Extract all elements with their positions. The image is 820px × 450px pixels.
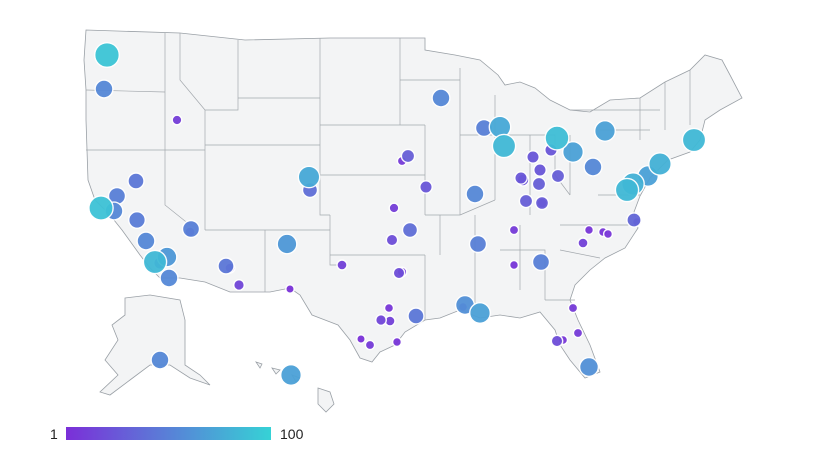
legend-gradient-bar <box>66 427 271 440</box>
map-marker-boise[interactable] <box>171 114 183 126</box>
legend-min-label: 1 <box>50 426 58 442</box>
hawaii-outline <box>255 361 335 413</box>
legend-max-label: 100 <box>280 426 304 442</box>
map-marker-charlotte[interactable] <box>577 237 589 249</box>
map-marker-atlanta[interactable] <box>531 252 551 272</box>
map-marker-tampa[interactable] <box>550 334 564 348</box>
map-marker-jacksonville[interactable] <box>567 302 579 314</box>
map-marker-el-paso[interactable] <box>285 284 295 294</box>
map-marker-des-moines[interactable] <box>400 148 416 164</box>
map-marker-tulsa[interactable] <box>401 221 419 239</box>
map-marker-san-antonio[interactable] <box>364 339 376 351</box>
map-marker-fresno[interactable] <box>127 210 146 229</box>
color-legend: 1 100 <box>48 424 318 444</box>
map-marker-nyc[interactable] <box>648 152 672 176</box>
map-marker-honolulu[interactable] <box>280 364 303 387</box>
map-marker-cleveland[interactable] <box>562 140 585 163</box>
map-marker-seattle[interactable] <box>93 42 120 69</box>
map-marker-detroit[interactable] <box>544 125 570 151</box>
map-marker-raleigh[interactable] <box>583 224 595 236</box>
map-marker-reno[interactable] <box>127 172 145 190</box>
map-marker-cincinnati[interactable] <box>531 176 547 192</box>
map-marker-phoenix[interactable] <box>217 257 235 275</box>
alaska-outline <box>99 294 211 396</box>
map-marker-austin[interactable] <box>375 314 388 327</box>
map-marker-houston[interactable] <box>407 307 425 325</box>
map-marker-dallas[interactable] <box>392 266 406 280</box>
map-marker-buffalo[interactable] <box>594 119 617 142</box>
map-marker-waco[interactable] <box>383 302 395 314</box>
map-marker-new-orleans[interactable] <box>469 302 492 325</box>
map-marker-oklahoma-city[interactable] <box>385 233 399 247</box>
map-marker-louisville[interactable] <box>518 193 534 209</box>
map-marker-las-vegas[interactable] <box>181 219 201 239</box>
map-marker-memphis[interactable] <box>508 224 520 236</box>
map-marker-bakersfield[interactable] <box>136 231 156 251</box>
map-marker-chicago[interactable] <box>491 133 517 159</box>
map-marker-anchorage[interactable] <box>150 350 170 370</box>
map-marker-los-angeles[interactable] <box>142 249 168 275</box>
map-marker-columbus[interactable] <box>550 168 566 184</box>
map-marker-corpus[interactable] <box>391 336 403 348</box>
map-marker-dayton[interactable] <box>534 195 550 211</box>
map-marker-washington[interactable] <box>614 177 640 203</box>
map-marker-little-rock[interactable] <box>508 259 520 271</box>
map-marker-nashville[interactable] <box>468 234 488 254</box>
markers-layer <box>88 42 707 387</box>
map-marker-greensboro[interactable] <box>602 228 614 240</box>
map-marker-lansing[interactable] <box>526 150 540 164</box>
map-marker-kansas-city[interactable] <box>419 180 433 194</box>
map-marker-pittsburgh[interactable] <box>583 157 603 177</box>
map-marker-wichita[interactable] <box>388 202 400 214</box>
map-marker-albuquerque[interactable] <box>276 233 298 255</box>
map-marker-denver[interactable] <box>297 165 321 189</box>
map-marker-orlando[interactable] <box>572 327 584 339</box>
state-borders <box>85 33 691 320</box>
map-marker-boston[interactable] <box>681 127 707 153</box>
map-marker-brownsville[interactable] <box>356 334 366 344</box>
map-marker-indianapolis[interactable] <box>514 171 528 185</box>
map-marker-minneapolis[interactable] <box>431 88 451 108</box>
contiguous-us-outline <box>83 29 743 379</box>
map-marker-lubbock[interactable] <box>336 259 348 271</box>
map-marker-grand-rapids[interactable] <box>533 163 547 177</box>
map-marker-san-diego[interactable] <box>159 268 179 288</box>
map-marker-miami[interactable] <box>578 356 600 378</box>
map-marker-portland[interactable] <box>94 79 114 99</box>
map-marker-norfolk[interactable] <box>626 212 642 228</box>
map-marker-st-louis[interactable] <box>465 184 485 204</box>
map-marker-tucson[interactable] <box>232 279 245 292</box>
land-layer <box>83 29 743 413</box>
map-marker-sf-bay[interactable] <box>88 195 114 221</box>
